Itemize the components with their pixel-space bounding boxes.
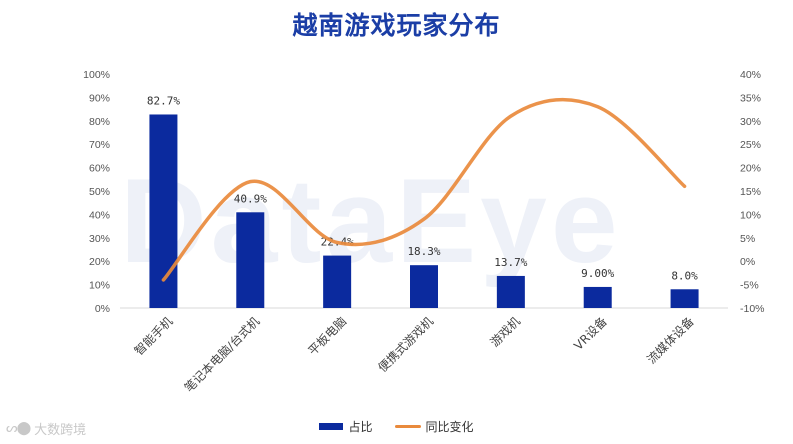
right-axis: -10% -5% 0% 5% 10% 15% 20% 25% 30% 35% 40% xyxy=(740,69,765,315)
bar xyxy=(496,275,525,308)
bar-data-label: 9.00% xyxy=(581,267,614,280)
right-tick-label: 0% xyxy=(740,256,755,268)
legend-bar-swatch xyxy=(319,423,344,430)
left-tick-label: 40% xyxy=(89,209,110,221)
line-series xyxy=(161,97,687,282)
bar-data-label: 82.7% xyxy=(147,94,180,107)
category-label: 便携式游戏机 xyxy=(375,314,437,376)
right-tick-label: 30% xyxy=(740,116,761,128)
right-tick-label: 35% xyxy=(740,92,761,104)
left-tick-label: 20% xyxy=(89,256,110,268)
category-label: 智能手机 xyxy=(131,314,176,359)
right-tick-label: 5% xyxy=(740,233,755,245)
left-tick-label: 10% xyxy=(89,280,110,292)
category-label: 游戏机 xyxy=(488,314,523,349)
bar-data-label: 40.9% xyxy=(234,192,267,205)
right-tick-label: 25% xyxy=(740,139,761,151)
legend: 占比 同比变化 xyxy=(0,418,793,435)
bar xyxy=(149,114,178,309)
bar xyxy=(323,255,352,308)
left-axis: 0% 10% 20% 30% 40% 50% 60% 70% 80% 90% 100% xyxy=(83,69,110,315)
bar xyxy=(670,289,699,308)
bar-series xyxy=(149,114,699,309)
legend-line-swatch xyxy=(394,425,421,428)
category-labels: 智能手机 笔记本电脑/台式机 平板电脑 便携式游戏机 游戏机 VR设备 流媒体设备 xyxy=(131,314,697,395)
legend-item-yoy[interactable]: 同比变化 xyxy=(394,418,474,435)
left-tick-label: 0% xyxy=(95,303,110,315)
left-tick-label: 60% xyxy=(89,163,110,175)
brand-logo-icon: ᔕ⬤ xyxy=(6,421,31,436)
left-tick-label: 70% xyxy=(89,139,110,151)
category-label: 平板电脑 xyxy=(305,314,349,358)
left-tick-label: 80% xyxy=(89,116,110,128)
brand-watermark: ᔕ⬤ 大数跨境 xyxy=(6,419,86,438)
bar-data-label: 13.7% xyxy=(494,256,527,269)
right-tick-label: 15% xyxy=(740,186,761,198)
category-label: VR设备 xyxy=(571,314,610,353)
category-label: 笔记本电脑/台式机 xyxy=(181,314,262,395)
category-label: 流媒体设备 xyxy=(644,314,696,366)
right-tick-label: 40% xyxy=(740,69,761,81)
right-tick-label: 10% xyxy=(740,209,761,221)
right-tick-label: -5% xyxy=(740,280,759,292)
left-tick-label: 90% xyxy=(89,92,110,104)
bar xyxy=(236,212,265,308)
watermark: DataEye xyxy=(120,154,622,288)
right-tick-label: -10% xyxy=(740,303,765,315)
bar-data-label: 18.3% xyxy=(407,245,440,258)
left-tick-label: 30% xyxy=(89,233,110,245)
legend-label-share: 占比 xyxy=(348,420,373,434)
right-tick-label: 20% xyxy=(740,163,761,175)
legend-item-share[interactable]: 占比 xyxy=(319,418,373,435)
left-tick-label: 50% xyxy=(89,186,110,198)
bar xyxy=(410,265,438,308)
left-tick-label: 100% xyxy=(83,69,110,81)
yoy-change-line xyxy=(161,97,687,282)
brand-name: 大数跨境 xyxy=(34,423,87,438)
chart-title: 越南游戏玩家分布 xyxy=(292,11,501,40)
legend-label-yoy: 同比变化 xyxy=(425,420,474,434)
bar-data-label: 8.0% xyxy=(671,269,698,282)
bar xyxy=(583,286,612,308)
